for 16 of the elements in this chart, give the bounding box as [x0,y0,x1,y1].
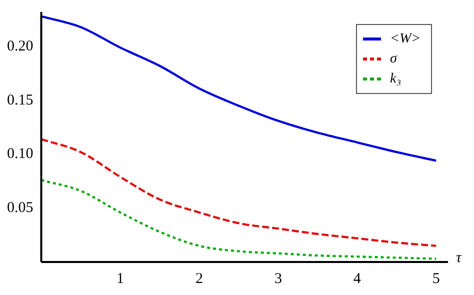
legend-label: k₃ [390,72,402,87]
line-series [41,179,438,260]
x-tick-label: 4 [353,270,362,287]
line-series [41,15,438,162]
legend-label: <W> [390,32,421,47]
x-axis-title: τ [456,250,462,266]
x-tick-label: 5 [432,270,440,287]
legend-label: σ [390,52,398,67]
line-series [41,138,438,247]
x-tick-label: 1 [116,270,124,287]
x-tick-label: 2 [195,270,203,287]
y-tick-label: 0.20 [7,38,34,54]
y-tick-label: 0.10 [7,146,34,162]
x-tick-label: 3 [274,270,282,287]
y-tick-label: 0.15 [7,92,34,108]
y-tick-label: 0.05 [7,200,34,216]
